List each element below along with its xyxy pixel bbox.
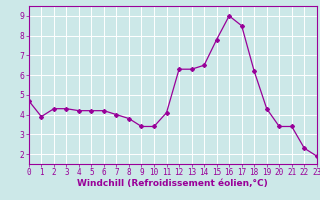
X-axis label: Windchill (Refroidissement éolien,°C): Windchill (Refroidissement éolien,°C) [77,179,268,188]
